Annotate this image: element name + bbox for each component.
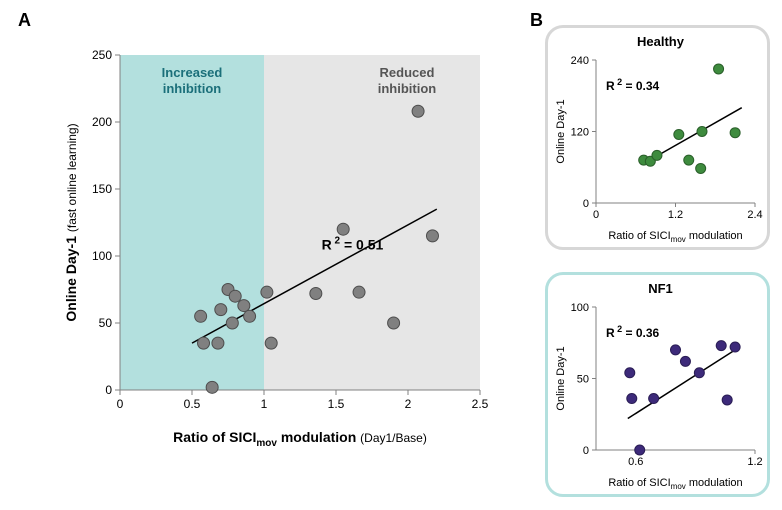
svg-text:Online Day-1: Online Day-1 <box>555 346 567 410</box>
svg-text:2.5: 2.5 <box>472 397 489 411</box>
svg-text:0.5: 0.5 <box>184 397 201 411</box>
svg-text:1.5: 1.5 <box>328 397 345 411</box>
svg-text:Online Day-1 (fast online lear: Online Day-1 (fast online learning) <box>63 123 79 321</box>
svg-text:240: 240 <box>571 55 589 67</box>
svg-text:0.6: 0.6 <box>628 456 643 468</box>
panel-b-label: B <box>530 10 543 31</box>
svg-text:Online Day-1: Online Day-1 <box>555 99 567 163</box>
svg-text:0: 0 <box>105 383 112 397</box>
panel-a-label: A <box>18 10 31 31</box>
svg-text:100: 100 <box>571 302 589 314</box>
svg-text:150: 150 <box>92 182 112 196</box>
svg-text:1: 1 <box>261 397 268 411</box>
svg-text:100: 100 <box>92 249 112 263</box>
svg-text:R 2 = 0.36: R 2 = 0.36 <box>606 324 660 340</box>
svg-text:0: 0 <box>583 198 589 210</box>
svg-text:Ratio of SICImov modulation: Ratio of SICImov modulation <box>608 230 742 244</box>
svg-text:0: 0 <box>593 209 599 221</box>
svg-text:50: 50 <box>99 316 113 330</box>
svg-text:Ratio of SICImov modulation: Ratio of SICImov modulation <box>608 477 742 491</box>
svg-text:Reduced: Reduced <box>380 65 435 80</box>
svg-text:50: 50 <box>577 374 589 386</box>
svg-text:inhibition: inhibition <box>163 81 222 96</box>
panel-a-chart: IncreasedinhibitionReducedinhibition00.5… <box>60 40 490 460</box>
svg-text:R 2 = 0.34: R 2 = 0.34 <box>606 77 660 93</box>
svg-text:NF1: NF1 <box>648 281 673 296</box>
svg-text:inhibition: inhibition <box>378 81 437 96</box>
svg-text:1.2: 1.2 <box>747 456 762 468</box>
svg-text:200: 200 <box>92 115 112 129</box>
svg-text:2: 2 <box>405 397 412 411</box>
svg-text:0: 0 <box>583 445 589 457</box>
panel-b-bottom-box: NF1 0.6 1.2 0 50 100 R 2 = 0.36 Online Day-1 Rat… <box>545 272 770 497</box>
svg-text:Ratio of SICImov modulation (D: Ratio of SICImov modulation (Day1/Base) <box>173 429 427 449</box>
svg-text:250: 250 <box>92 48 112 62</box>
panel-b-top-box: Healthy 0 1.2 2.4 0 120 240 R 2 = 0.34 Online Da… <box>545 25 770 250</box>
svg-text:Healthy: Healthy <box>637 34 685 49</box>
svg-text:R 2 = 0.51: R 2 = 0.51 <box>322 235 384 252</box>
svg-text:0: 0 <box>117 397 124 411</box>
svg-text:1.2: 1.2 <box>668 209 683 221</box>
svg-text:Increased: Increased <box>162 65 223 80</box>
svg-text:120: 120 <box>571 127 589 139</box>
svg-text:2.4: 2.4 <box>747 209 762 221</box>
